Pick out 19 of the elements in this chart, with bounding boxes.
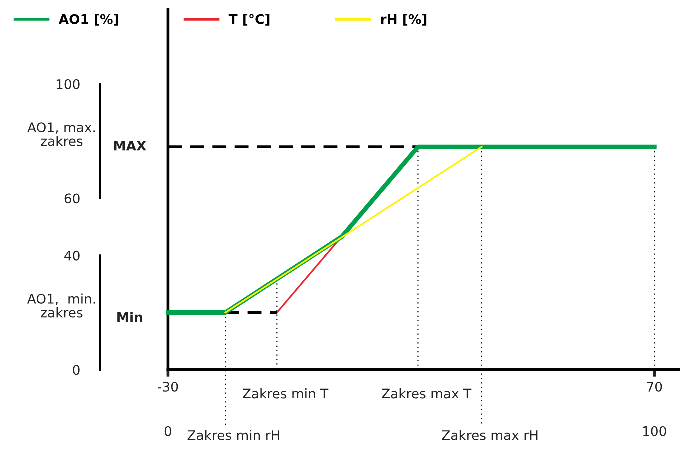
x2-tick-label: 0 — [164, 426, 172, 436]
ref-line-label: Zakres max T — [382, 388, 472, 399]
text: MAX — [114, 141, 146, 151]
ref-line-label: Zakres min rH — [188, 430, 280, 440]
text: AO1, min. zakres — [27, 294, 96, 318]
y-tick-label: 0 — [73, 365, 80, 376]
text: AO1, max. zakres — [28, 122, 95, 146]
legend-label: AO1 [%] — [58, 14, 118, 26]
ref-line-label: Zakres max rH — [442, 430, 538, 440]
x-tick-label: -30 — [158, 382, 178, 392]
x2-tick-label: 100 — [643, 426, 666, 436]
legend-label: rH [%] — [381, 14, 427, 26]
y-tick-label: 40 — [64, 250, 80, 261]
legend-label: T [°C] — [228, 14, 270, 26]
ref-line-label: Zakres min T — [242, 388, 329, 399]
y-tick-label: 60 — [64, 194, 80, 204]
text: Min — [118, 312, 142, 322]
x-tick-label: 70 — [647, 382, 662, 392]
y-tick-label: 100 — [56, 79, 80, 90]
